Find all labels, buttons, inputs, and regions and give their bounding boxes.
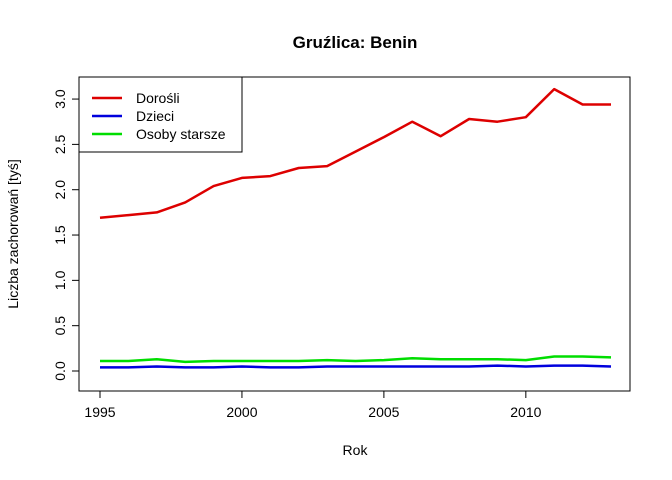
legend: Dorośli Dzieci Osoby starsze bbox=[78, 76, 243, 153]
y-axis-label: Liczba zachorowań [tyś] bbox=[5, 159, 21, 308]
y-axis: 0.0 0.5 1.0 1.5 2.0 2.5 3.0 bbox=[52, 89, 79, 381]
y-tick-label: 1.5 bbox=[52, 225, 68, 245]
y-tick-label: 2.0 bbox=[52, 180, 68, 200]
legend-label: Osoby starsze bbox=[136, 126, 226, 142]
series-line bbox=[100, 355, 612, 364]
plot-frame bbox=[78, 76, 631, 392]
x-tick-label: 2005 bbox=[368, 404, 399, 420]
y-tick-label: 0.5 bbox=[52, 316, 68, 336]
y-tick-label: 0.0 bbox=[52, 361, 68, 381]
x-axis: 1995 2000 2005 2010 bbox=[84, 391, 542, 420]
y-tick-label: 2.5 bbox=[52, 134, 68, 154]
y-tick-label: 1.0 bbox=[52, 270, 68, 290]
series-line bbox=[100, 364, 612, 369]
x-tick-label: 2010 bbox=[510, 404, 541, 420]
x-tick-label: 2000 bbox=[226, 404, 257, 420]
x-tick-label: 1995 bbox=[84, 404, 115, 420]
series-lines bbox=[99, 87, 612, 369]
y-tick-label: 3.0 bbox=[52, 89, 68, 109]
legend-label: Dzieci bbox=[136, 108, 174, 124]
series-line bbox=[99, 87, 611, 220]
chart-title: Gruźlica: Benin bbox=[293, 33, 418, 52]
legend-box bbox=[78, 76, 243, 153]
legend-label: Dorośli bbox=[136, 90, 180, 106]
x-axis-label: Rok bbox=[343, 442, 369, 458]
